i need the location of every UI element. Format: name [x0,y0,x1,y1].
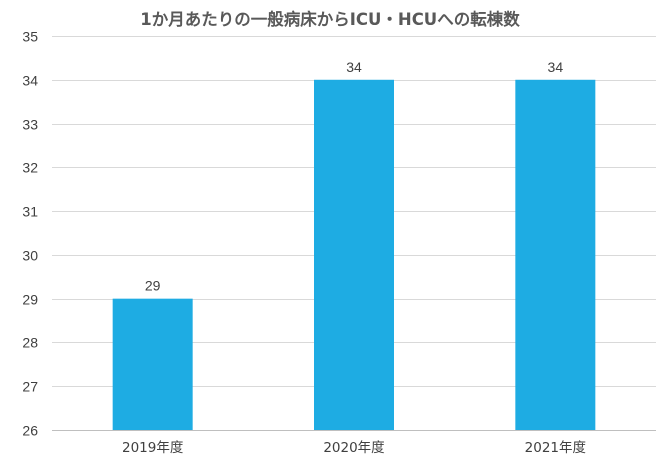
data-label: 34 [346,59,362,75]
y-tick-label: 31 [22,204,38,220]
x-axis-categories: 2019年度 2020年度 2021年度 [122,440,586,456]
y-tick-label: 34 [22,73,38,89]
y-tick-label: 35 [22,29,38,45]
category-label: 2021年度 [525,440,586,456]
category-label: 2020年度 [323,440,384,456]
y-tick-label: 28 [22,335,38,351]
category-label: 2019年度 [122,440,183,456]
data-label: 29 [145,278,161,294]
bar [112,298,193,430]
y-tick-label: 33 [22,117,38,133]
y-axis-ticks: 26 27 28 29 30 31 32 33 34 35 [22,29,38,439]
bar [515,79,596,431]
data-labels: 29 34 34 [145,59,563,294]
y-tick-label: 30 [22,248,38,264]
chart-title: 1か月あたりの一般病床からICU・HCUへの転棟数 [140,10,520,29]
bar [314,79,394,431]
y-tick-label: 27 [22,379,38,395]
data-label: 34 [548,59,564,75]
y-tick-label: 29 [22,292,38,308]
bars [112,79,596,431]
y-tick-label: 32 [22,160,38,176]
y-tick-label: 26 [22,423,38,439]
